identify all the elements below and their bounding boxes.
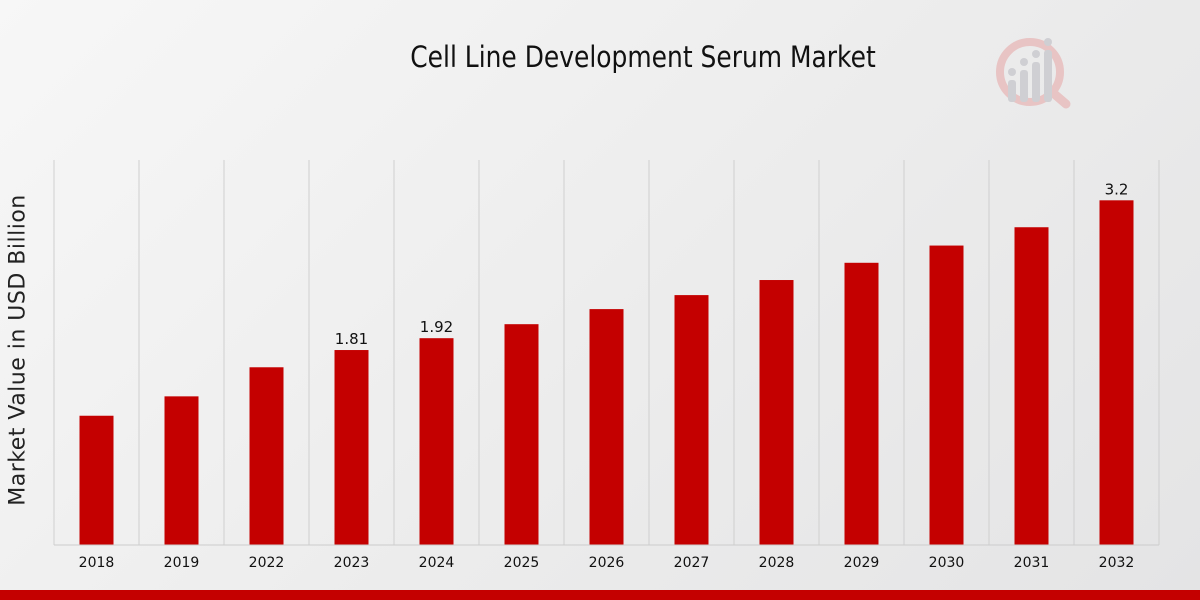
bar-2022 bbox=[249, 367, 284, 545]
bar-2018 bbox=[79, 415, 114, 545]
data-labels: 1.81 1.92 3.2 bbox=[335, 180, 1129, 348]
data-label-2023: 1.81 bbox=[335, 330, 368, 348]
brand-logo-icon bbox=[996, 38, 1071, 109]
bar-2023 bbox=[334, 350, 369, 545]
bar-2029 bbox=[844, 262, 879, 545]
x-tick-label-2023: 2023 bbox=[334, 555, 370, 571]
x-tick-label-2030: 2030 bbox=[929, 555, 965, 571]
bottom-accent-bar bbox=[0, 590, 1200, 600]
x-tick-label-2025: 2025 bbox=[504, 555, 540, 571]
x-tick-label-2029: 2029 bbox=[844, 555, 880, 571]
bar-2024 bbox=[419, 338, 454, 545]
x-tick-label-2031: 2031 bbox=[1014, 555, 1050, 571]
bar-2030 bbox=[929, 245, 964, 545]
x-tick-label-2024: 2024 bbox=[419, 555, 455, 571]
x-axis-ticks: 2018 2019 2022 2023 2024 2025 2026 2027 2028 2029… bbox=[79, 555, 1135, 571]
data-label-2024: 1.92 bbox=[420, 318, 453, 336]
data-label-2032: 3.2 bbox=[1105, 180, 1129, 198]
grid-lines bbox=[53, 160, 1160, 545]
bar-2019 bbox=[164, 396, 199, 545]
x-tick-label-2018: 2018 bbox=[79, 555, 115, 571]
bar-2031 bbox=[1014, 227, 1049, 545]
bar-2028 bbox=[759, 280, 794, 545]
x-tick-label-2027: 2027 bbox=[674, 555, 710, 571]
bar-2026 bbox=[589, 309, 624, 545]
x-tick-label-2022: 2022 bbox=[249, 555, 285, 571]
bar-2027 bbox=[674, 295, 709, 545]
bar-2032 bbox=[1099, 200, 1134, 546]
x-tick-label-2019: 2019 bbox=[164, 555, 200, 571]
x-tick-label-2032: 2032 bbox=[1099, 555, 1135, 571]
bar-series bbox=[79, 200, 1134, 546]
bar-2025 bbox=[504, 324, 539, 545]
x-tick-label-2028: 2028 bbox=[759, 555, 795, 571]
chart-title: Cell Line Development Serum Market bbox=[410, 40, 876, 74]
x-tick-label-2026: 2026 bbox=[589, 555, 625, 571]
